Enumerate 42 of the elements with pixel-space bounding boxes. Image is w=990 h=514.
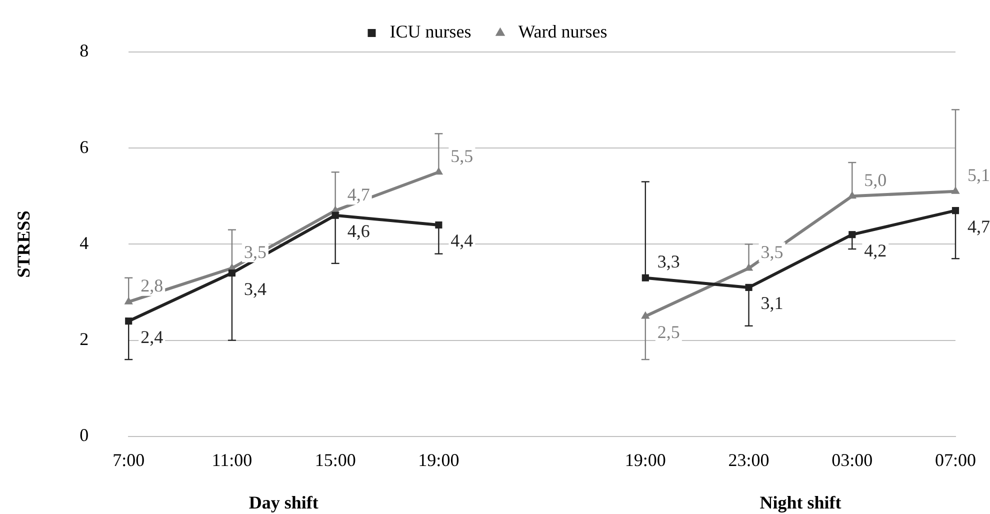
x-tick-label: 15:00 (314, 450, 356, 470)
x-tick-label: 03:00 (832, 450, 873, 470)
data-label: 5,5 (450, 146, 474, 166)
legend-label: ICU nurses (390, 22, 472, 42)
point (848, 231, 856, 238)
data-label: 4,4 (450, 230, 474, 251)
text: Day shift (248, 492, 318, 513)
data-label: 4,2 (864, 240, 887, 260)
data-label: 5,1 (968, 165, 990, 186)
data-label: 2,4 (140, 326, 164, 347)
x-tick-label: 19:00 (624, 450, 666, 470)
data-label: 4,7 (968, 216, 990, 236)
data-label: 4,7 (347, 184, 370, 204)
data-label: 4,6 (347, 221, 370, 242)
data-label: 3,5 (760, 242, 784, 262)
legend-label: Ward nurses (518, 22, 608, 42)
point (641, 311, 650, 319)
point (228, 269, 236, 277)
x-tick-label: 19:00 (418, 450, 460, 470)
data-label: 3,1 (760, 293, 784, 314)
data-label: 2,8 (140, 276, 164, 296)
x-tick-label: 07:00 (934, 450, 976, 470)
y-tick-label: 6 (80, 136, 89, 157)
data-label: 3,5 (244, 242, 266, 262)
x-tick-label: 11:00 (212, 450, 252, 470)
data-label: 5,0 (864, 170, 887, 190)
y-tick-label: 8 (80, 40, 89, 61)
x-tick-label: 7:00 (112, 450, 145, 470)
point (745, 284, 752, 291)
point (642, 274, 649, 282)
y-axis-title: STRESS (13, 210, 34, 278)
point (125, 318, 132, 325)
data-label: 2,5 (657, 322, 680, 342)
text: Night shift (760, 492, 842, 513)
y-tick-label: 2 (80, 329, 89, 350)
point (952, 207, 960, 214)
x-tick-label: 23:00 (728, 450, 770, 470)
y-tick-label: 4 (80, 232, 89, 253)
point (951, 186, 960, 194)
data-label: 3,4 (244, 278, 266, 299)
y-tick-label: 0 (80, 425, 89, 446)
data-label: 3,3 (657, 252, 680, 272)
